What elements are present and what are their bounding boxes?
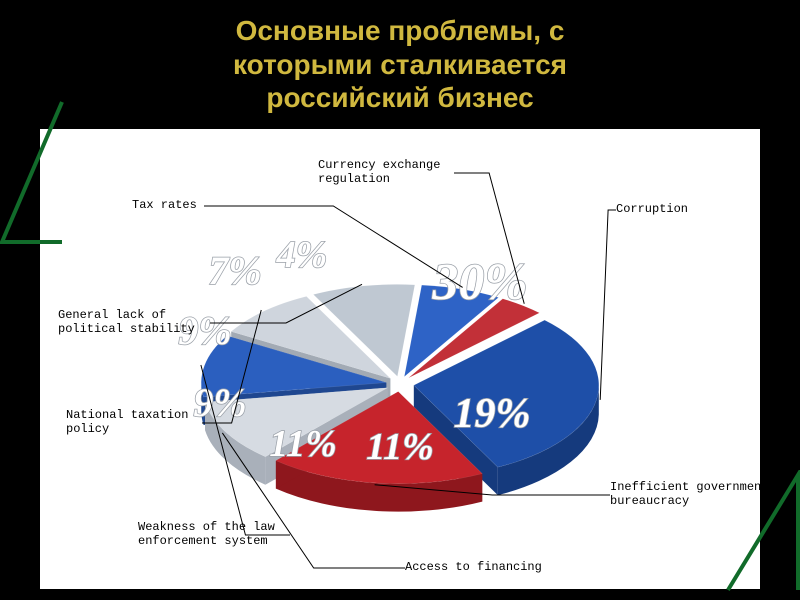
leader-line (600, 210, 616, 400)
pie-category-label: Tax rates (132, 199, 197, 213)
title-line-2: которыми сталкивается (233, 49, 567, 80)
pie-category-label: General lack of political stability (58, 309, 195, 337)
title-line-3: российский бизнес (266, 82, 533, 113)
triangle-decoration-left-icon (0, 92, 72, 252)
triangle-decoration-right-icon (718, 470, 800, 600)
pie-category-label: Currency exchange regulation (318, 159, 440, 187)
pie-percent-label: 11% (269, 423, 337, 465)
pie-percent-label: 11% (366, 426, 434, 468)
pie-percent-label: 7% (208, 248, 261, 293)
pie-percent-label: 9% (193, 380, 246, 425)
pie-category-label: National taxation policy (66, 409, 188, 437)
pie-category-label: Weakness of the law enforcement system (138, 521, 275, 549)
chart-panel: 30%19%11%11%9%9%7%4% CorruptionInefficie… (40, 129, 760, 589)
pie-percent-label: 4% (276, 234, 328, 276)
title-line-1: Основные проблемы, с (236, 15, 565, 46)
pie-category-label: Access to financing (405, 561, 542, 575)
slide-title: Основные проблемы, с которыми сталкивает… (0, 0, 800, 121)
pie-category-label: Corruption (616, 203, 688, 217)
pie-percent-label: 19% (454, 391, 531, 437)
